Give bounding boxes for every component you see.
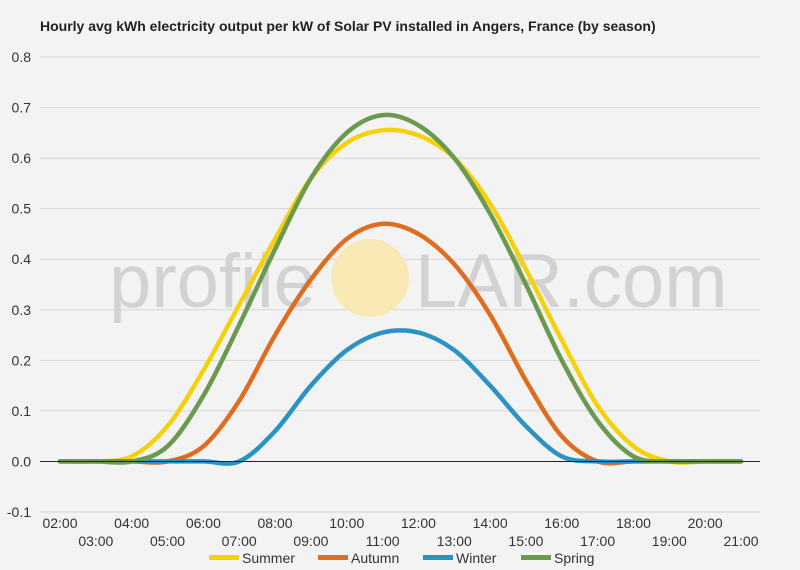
x-tick-label: 05:00: [150, 533, 185, 549]
y-tick-label: 0.0: [12, 453, 32, 469]
y-tick-label: 0.5: [12, 201, 32, 217]
x-tick-label: 09:00: [293, 533, 328, 549]
y-tick-label: 0.4: [12, 251, 32, 267]
x-tick-label: 03:00: [78, 533, 113, 549]
legend-label-winter: Winter: [456, 550, 497, 566]
y-tick-label: 0.3: [12, 302, 32, 318]
y-tick-label: 0.1: [12, 403, 32, 419]
chart-title: Hourly avg kWh electricity output per kW…: [40, 18, 656, 34]
x-tick-label: 02:00: [42, 515, 77, 531]
legend: Summer Autumn Winter Spring: [209, 550, 594, 566]
legend-swatch-autumn: [318, 555, 348, 560]
watermark-text-left: profile: [109, 239, 316, 324]
x-tick-label: 12:00: [401, 515, 436, 531]
watermark-sun: [331, 239, 409, 317]
legend-label-summer: Summer: [242, 550, 295, 566]
x-tick-label: 18:00: [616, 515, 651, 531]
legend-swatch-winter: [423, 555, 453, 560]
series-line-summer: [57, 127, 744, 465]
x-tick-label: 06:00: [186, 515, 221, 531]
watermark-text-right: LAR.com: [415, 239, 728, 324]
legend-swatch-spring: [521, 555, 551, 560]
x-tick-label: 15:00: [508, 533, 543, 549]
x-tick-label: 10:00: [329, 515, 364, 531]
y-tick-label: 0.6: [12, 150, 32, 166]
x-tick-label: 13:00: [437, 533, 472, 549]
legend-label-autumn: Autumn: [351, 550, 399, 566]
legend-swatch-summer: [209, 555, 239, 560]
y-tick-label: 0.7: [12, 100, 32, 116]
x-tick-label: 17:00: [580, 533, 615, 549]
y-tick-label: 0.8: [12, 49, 32, 65]
series-line-winter: [57, 328, 744, 466]
watermark: profile LAR.com: [109, 239, 728, 324]
x-tick-label: 04:00: [114, 515, 149, 531]
x-tick-label: 14:00: [473, 515, 508, 531]
x-tick-label: 16:00: [544, 515, 579, 531]
x-tick-label: 21:00: [723, 533, 758, 549]
y-tick-label: -0.1: [7, 504, 31, 520]
legend-label-spring: Spring: [554, 550, 594, 566]
x-tick-label: 19:00: [652, 533, 687, 549]
axis-layer: -0.1 0.0 0.1 0.2 0.3 0.4 0.5 0.6 0.7 0.8 02:0003:0…: [7, 49, 760, 549]
x-tick-label: 07:00: [222, 533, 257, 549]
y-tick-label: 0.2: [12, 352, 32, 368]
series-line-spring: [57, 112, 744, 465]
x-tick-label: 11:00: [366, 533, 400, 549]
x-tick-label: 20:00: [688, 515, 723, 531]
x-tick-label: 08:00: [258, 515, 293, 531]
